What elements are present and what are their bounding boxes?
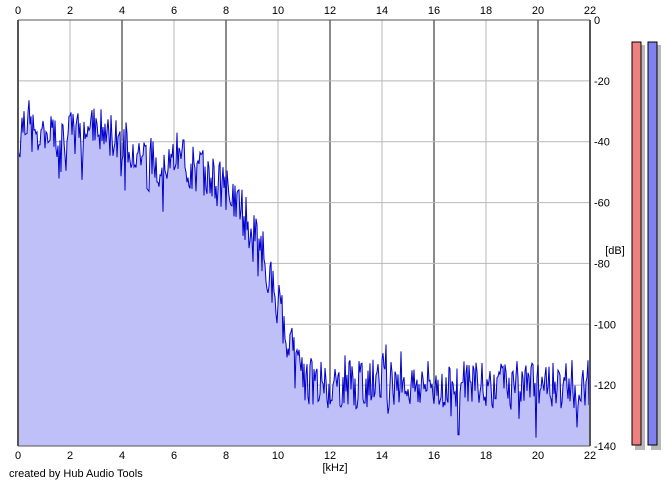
x-tick-label-top: 12 bbox=[324, 5, 336, 17]
x-tick-label-bottom: 8 bbox=[223, 450, 229, 462]
y-tick-label: -20 bbox=[594, 76, 610, 88]
y-tick-label: -60 bbox=[594, 198, 610, 210]
x-tick-label-bottom: 18 bbox=[480, 450, 492, 462]
spectrum-fill bbox=[18, 100, 590, 447]
x-tick-label-top: 10 bbox=[272, 5, 284, 17]
y-tick-label: -140 bbox=[594, 441, 616, 453]
x-tick-label-top: 18 bbox=[480, 5, 492, 17]
x-tick-label-bottom: 10 bbox=[272, 450, 284, 462]
y-tick-label: -40 bbox=[594, 137, 610, 149]
x-tick-label-top: 22 bbox=[584, 5, 596, 17]
x-tick-label-bottom: 0 bbox=[15, 450, 21, 462]
x-tick-label-top: 16 bbox=[428, 5, 440, 17]
x-axis-top: 0 2 4 6 8 10 12 14 16 18 20 22 bbox=[15, 5, 596, 17]
x-tick-label-bottom: 6 bbox=[171, 450, 177, 462]
x-tick-label-top: 4 bbox=[119, 5, 125, 17]
x-tick-label-bottom: 4 bbox=[119, 450, 125, 462]
x-axis-label: [kHz] bbox=[322, 462, 347, 474]
level-meter-left bbox=[631, 41, 642, 446]
x-tick-label-top: 14 bbox=[376, 5, 388, 17]
x-tick-label-bottom: 12 bbox=[324, 450, 336, 462]
y-axis-label: [dB] bbox=[605, 245, 625, 257]
x-tick-label-bottom: 2 bbox=[67, 450, 73, 462]
x-axis-bottom: 0 2 4 6 8 10 12 14 16 18 20 22 bbox=[15, 450, 596, 462]
plot-frame bbox=[17, 19, 591, 447]
x-tick-label-top: 2 bbox=[67, 5, 73, 17]
credit-text: created by Hub Audio Tools bbox=[9, 468, 143, 480]
y-axis-right: 0 -20 -40 -60 -80 -100 -120 -140 bbox=[594, 15, 616, 453]
spectrum-series bbox=[17, 100, 591, 447]
x-tick-label-top: 20 bbox=[532, 5, 544, 17]
x-tick-label-bottom: 22 bbox=[584, 450, 596, 462]
x-tick-label-top: 6 bbox=[171, 5, 177, 17]
y-tick-label: -80 bbox=[594, 258, 610, 270]
y-tick-label: -120 bbox=[594, 380, 616, 392]
x-tick-label-bottom: 14 bbox=[376, 450, 388, 462]
level-meter-right bbox=[647, 41, 658, 446]
y-tick-label: -100 bbox=[594, 319, 616, 331]
x-tick-label-bottom: 20 bbox=[532, 450, 544, 462]
y-tick-label: 0 bbox=[594, 15, 600, 27]
x-tick-label-top: 0 bbox=[15, 5, 21, 17]
spectrum-line bbox=[17, 100, 591, 438]
level-meters bbox=[631, 41, 661, 450]
x-tick-label-top: 8 bbox=[223, 5, 229, 17]
x-tick-label-bottom: 16 bbox=[428, 450, 440, 462]
